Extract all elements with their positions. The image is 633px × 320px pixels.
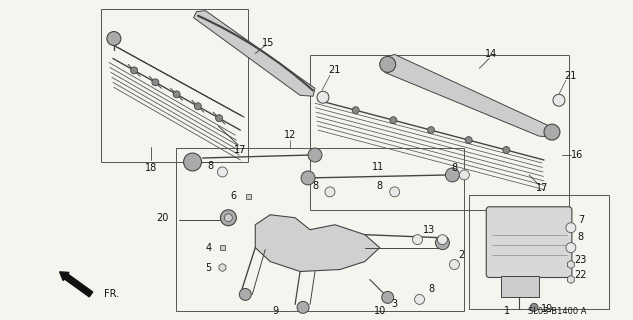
Circle shape bbox=[436, 236, 449, 250]
Circle shape bbox=[184, 153, 201, 171]
Circle shape bbox=[194, 103, 201, 110]
Text: 8: 8 bbox=[377, 181, 383, 191]
Circle shape bbox=[465, 137, 472, 144]
Bar bbox=[101, 9, 248, 162]
Circle shape bbox=[225, 214, 232, 222]
Circle shape bbox=[301, 171, 315, 185]
Text: 23: 23 bbox=[575, 255, 587, 265]
Circle shape bbox=[553, 94, 565, 106]
Polygon shape bbox=[194, 11, 315, 96]
Circle shape bbox=[413, 235, 423, 244]
Circle shape bbox=[460, 170, 469, 180]
Polygon shape bbox=[219, 264, 226, 271]
Text: 15: 15 bbox=[262, 37, 274, 47]
Bar bbox=[310, 55, 569, 210]
Circle shape bbox=[437, 235, 448, 244]
Text: 21: 21 bbox=[565, 71, 577, 81]
Circle shape bbox=[390, 117, 397, 124]
Circle shape bbox=[239, 288, 251, 300]
Text: 16: 16 bbox=[571, 150, 583, 160]
Circle shape bbox=[449, 260, 460, 269]
Circle shape bbox=[427, 127, 434, 134]
Circle shape bbox=[130, 67, 137, 74]
Circle shape bbox=[503, 147, 510, 154]
Text: 8: 8 bbox=[208, 161, 213, 171]
Text: SL03-B1400 A: SL03-B1400 A bbox=[528, 307, 586, 316]
FancyArrow shape bbox=[60, 272, 92, 297]
Polygon shape bbox=[567, 260, 574, 268]
Circle shape bbox=[566, 243, 576, 252]
Text: 6: 6 bbox=[230, 191, 236, 201]
Text: 20: 20 bbox=[156, 213, 169, 223]
Circle shape bbox=[220, 210, 236, 226]
Text: 2: 2 bbox=[458, 250, 465, 260]
Text: 22: 22 bbox=[575, 270, 587, 281]
Text: 3: 3 bbox=[392, 300, 398, 309]
Bar bbox=[220, 245, 225, 250]
Bar bbox=[246, 194, 251, 199]
Circle shape bbox=[544, 124, 560, 140]
Text: 8: 8 bbox=[312, 181, 318, 191]
Bar bbox=[175, 148, 465, 311]
Circle shape bbox=[352, 107, 359, 114]
Text: 18: 18 bbox=[144, 163, 157, 173]
Text: 4: 4 bbox=[205, 243, 211, 252]
Text: 8: 8 bbox=[451, 163, 458, 173]
Circle shape bbox=[382, 292, 394, 303]
Circle shape bbox=[217, 167, 227, 177]
Text: 10: 10 bbox=[373, 306, 386, 316]
Circle shape bbox=[317, 91, 329, 103]
Text: 9: 9 bbox=[272, 306, 279, 316]
Text: FR.: FR. bbox=[104, 289, 119, 300]
Circle shape bbox=[173, 91, 180, 98]
Circle shape bbox=[566, 223, 576, 233]
Circle shape bbox=[297, 301, 309, 313]
Circle shape bbox=[530, 303, 538, 311]
Bar bbox=[469, 195, 609, 309]
Circle shape bbox=[446, 168, 460, 182]
Text: 8: 8 bbox=[578, 232, 584, 242]
Polygon shape bbox=[255, 215, 380, 271]
Text: 12: 12 bbox=[284, 130, 296, 140]
Circle shape bbox=[152, 79, 159, 86]
Text: 5: 5 bbox=[205, 262, 211, 273]
Text: 11: 11 bbox=[372, 162, 384, 172]
Circle shape bbox=[380, 56, 396, 72]
Circle shape bbox=[107, 32, 121, 45]
Circle shape bbox=[325, 187, 335, 197]
Circle shape bbox=[216, 115, 223, 122]
Circle shape bbox=[308, 148, 322, 162]
FancyBboxPatch shape bbox=[486, 207, 572, 277]
Text: 14: 14 bbox=[485, 50, 498, 60]
Circle shape bbox=[390, 187, 399, 197]
Text: 21: 21 bbox=[329, 65, 341, 76]
Text: 1: 1 bbox=[504, 306, 510, 316]
Text: 17: 17 bbox=[234, 145, 246, 155]
Circle shape bbox=[415, 294, 425, 304]
Text: 19: 19 bbox=[541, 304, 553, 314]
Bar bbox=[501, 276, 539, 297]
Text: 17: 17 bbox=[536, 183, 548, 193]
Text: 8: 8 bbox=[429, 284, 435, 294]
Text: 7: 7 bbox=[578, 215, 584, 225]
Polygon shape bbox=[567, 276, 574, 284]
Text: 13: 13 bbox=[423, 225, 436, 235]
Polygon shape bbox=[385, 54, 554, 137]
